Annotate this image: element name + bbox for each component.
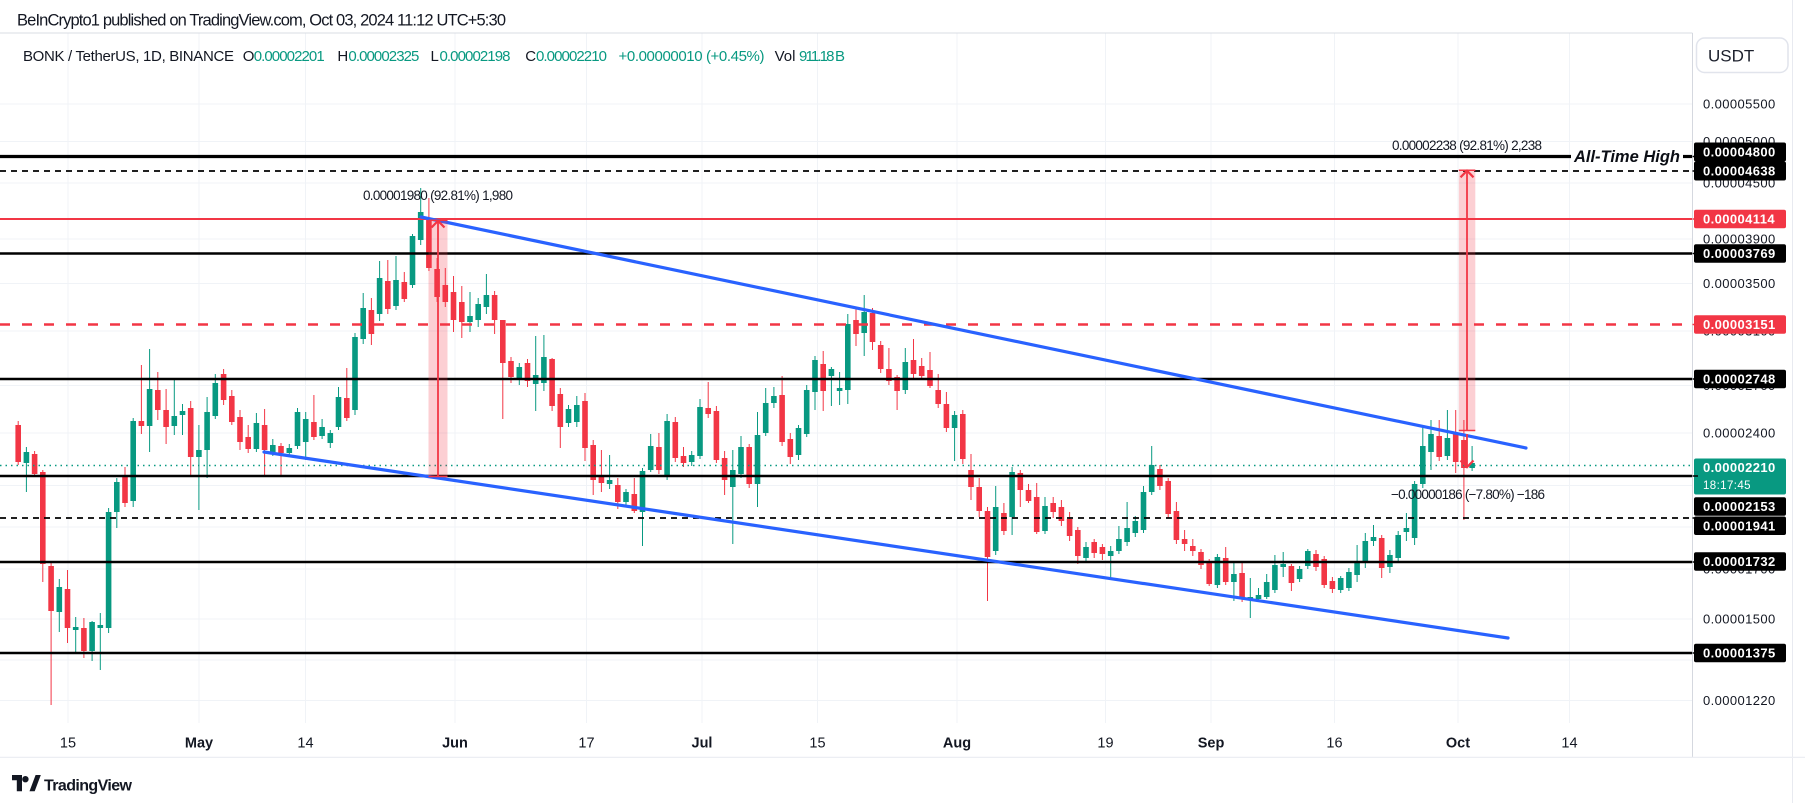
svg-text:0.00001941: 0.00001941 [1703,518,1776,533]
svg-text:−0.00000186 (−7.80%) −186: −0.00000186 (−7.80%) −186 [1391,487,1545,502]
svg-text:0.00001220: 0.00001220 [1703,693,1776,708]
svg-text:Aug: Aug [943,736,971,752]
svg-text:0.00003500: 0.00003500 [1703,276,1776,291]
svg-text:0.00004114: 0.00004114 [1703,212,1775,227]
svg-text:15: 15 [809,736,825,752]
svg-text:14: 14 [1561,736,1577,752]
svg-text:17: 17 [578,736,594,752]
svg-text:0.00003151: 0.00003151 [1703,317,1776,332]
svg-text:0.00001732: 0.00001732 [1703,554,1776,569]
svg-text:C: C [525,48,536,65]
svg-text:911.18 B: 911.18 B [799,48,845,65]
svg-text:18:17:45: 18:17:45 [1703,480,1751,492]
svg-text:0.00002748: 0.00002748 [1703,372,1776,387]
svg-text:0.00001500: 0.00001500 [1703,612,1776,627]
svg-text:0.00002210: 0.00002210 [536,48,607,65]
svg-text:0.00002400: 0.00002400 [1703,426,1776,441]
svg-text:0.00002201: 0.00002201 [254,48,325,65]
svg-text:H: H [337,48,348,65]
svg-text:+0.00000010 (+0.45%): +0.00000010 (+0.45%) [619,48,765,65]
svg-text:0.00004638: 0.00004638 [1703,164,1776,179]
svg-text:0.00005500: 0.00005500 [1703,97,1776,112]
svg-text:Oct: Oct [1446,736,1470,752]
svg-text:0.00004800: 0.00004800 [1703,145,1776,160]
svg-text:Sep: Sep [1198,736,1225,752]
svg-text:All-Time High: All-Time High [1573,148,1680,166]
svg-text:Vol: Vol [775,48,796,65]
svg-text:BeInCrypto1 published on Tradi: BeInCrypto1 published on TradingView.com… [17,12,506,30]
svg-text:0.00001980 (92.81%) 1,980: 0.00001980 (92.81%) 1,980 [363,188,513,203]
svg-text:Jul: Jul [692,736,713,752]
svg-text:May: May [185,736,213,752]
svg-text:0.00002198: 0.00002198 [440,48,511,65]
svg-text:0.00002325: 0.00002325 [348,48,419,65]
svg-text:Jun: Jun [442,736,468,752]
svg-text:0.00001375: 0.00001375 [1703,646,1776,661]
svg-text:0.00002238 (92.81%) 2,238: 0.00002238 (92.81%) 2,238 [1392,138,1542,153]
svg-text:14: 14 [297,736,313,752]
svg-text:L: L [431,48,439,65]
svg-text:0.00002153: 0.00002153 [1703,499,1776,514]
svg-text:O: O [243,48,255,65]
svg-text:USDT: USDT [1708,47,1754,66]
svg-text:0.00003900: 0.00003900 [1703,232,1776,247]
svg-text:TradingView: TradingView [44,778,133,795]
svg-text:15: 15 [60,736,76,752]
svg-text:0.00002210: 0.00002210 [1703,460,1776,475]
svg-text:BONK / TetherUS, 1D, BINANCE: BONK / TetherUS, 1D, BINANCE [23,48,234,65]
svg-text:0.00003769: 0.00003769 [1703,246,1776,261]
svg-text:16: 16 [1326,736,1342,752]
svg-text:19: 19 [1097,736,1113,752]
